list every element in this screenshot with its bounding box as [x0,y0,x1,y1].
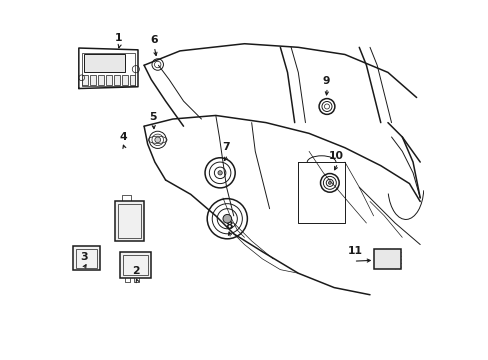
Bar [106,75,112,85]
Bar [98,75,104,85]
Bar [114,75,120,85]
Bar [84,54,125,72]
Text: 6: 6 [150,35,158,45]
Bar [122,75,127,85]
Text: 5: 5 [149,112,157,122]
Bar [73,246,100,270]
Bar [373,249,400,269]
Bar [120,252,151,278]
Text: 11: 11 [347,246,363,256]
Bar [90,75,96,85]
Bar [122,255,148,275]
Circle shape [223,215,231,223]
Text: 1: 1 [114,33,122,42]
Circle shape [218,171,222,175]
Text: 9: 9 [322,76,329,86]
Circle shape [328,181,330,184]
Bar [82,75,88,85]
Circle shape [155,137,160,143]
Text: 3: 3 [80,252,87,262]
Bar [76,249,97,267]
Bar [129,75,135,85]
Text: 10: 10 [328,151,343,161]
Text: 4: 4 [119,132,127,142]
Bar [81,53,135,86]
Text: 8: 8 [225,221,233,231]
Bar [117,204,141,238]
Text: 7: 7 [222,143,229,152]
Bar [115,201,144,241]
Text: 2: 2 [132,266,140,276]
